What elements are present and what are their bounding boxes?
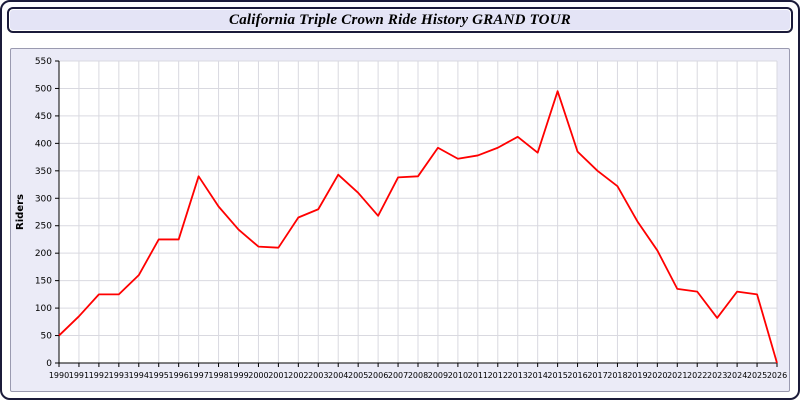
x-tick-label: 2016 bbox=[567, 371, 587, 380]
x-tick-label: 2007 bbox=[388, 371, 408, 380]
y-tick-label: 550 bbox=[35, 57, 52, 67]
x-tick-label: 1998 bbox=[208, 371, 228, 380]
y-tick-label: 400 bbox=[35, 139, 52, 149]
x-tick-label: 2017 bbox=[587, 371, 607, 380]
series-line-riders bbox=[58, 90, 778, 364]
x-tick-label: 2012 bbox=[488, 371, 508, 380]
x-tick-label: 1996 bbox=[168, 371, 188, 380]
x-tick-label: 2013 bbox=[508, 371, 528, 380]
x-tick-label: 1992 bbox=[89, 371, 109, 380]
y-tick-label: 350 bbox=[35, 167, 52, 177]
x-tick-label: 2021 bbox=[667, 371, 687, 380]
y-tick-label: 100 bbox=[35, 304, 52, 314]
chart-title-bar: California Triple Crown Ride History GRA… bbox=[7, 7, 793, 33]
chart-panel: 0 50 100 150 200 250 300 350 400 450 500 550 1990 199… bbox=[10, 48, 790, 392]
x-tick-label: 2022 bbox=[687, 371, 707, 380]
y-tick-label: 50 bbox=[41, 332, 53, 342]
chart-title: California Triple Crown Ride History GRA… bbox=[229, 11, 571, 28]
x-tick-label: 2015 bbox=[547, 371, 567, 380]
x-tick-label: 2004 bbox=[328, 371, 348, 380]
x-tick-label: 2014 bbox=[527, 371, 547, 380]
x-tick-label: 2006 bbox=[368, 371, 388, 380]
y-tick-label: 250 bbox=[35, 222, 52, 232]
y-tick-label: 500 bbox=[35, 84, 52, 94]
x-tick-label: 1991 bbox=[69, 371, 89, 380]
x-tick-label: 2025 bbox=[747, 371, 767, 380]
x-tick-label: 1993 bbox=[109, 371, 129, 380]
x-tick-label: 2000 bbox=[248, 371, 268, 380]
x-tick-label: 2008 bbox=[408, 371, 428, 380]
y-axis-label: Riders bbox=[15, 194, 26, 230]
x-tick-label: 2024 bbox=[727, 371, 747, 380]
x-tick-label: 1995 bbox=[149, 371, 169, 380]
x-tick-label: 2011 bbox=[468, 371, 488, 380]
y-tick-label: 200 bbox=[35, 249, 52, 259]
x-tick-label: 2023 bbox=[707, 371, 727, 380]
x-tick-label: 2010 bbox=[448, 371, 468, 380]
x-tick-label: 2026 bbox=[767, 371, 787, 380]
y-tick-label: 450 bbox=[35, 112, 52, 122]
x-tick-label: 2002 bbox=[288, 371, 308, 380]
y-tick-label: 300 bbox=[35, 194, 52, 204]
x-tick-label: 2019 bbox=[627, 371, 647, 380]
x-tick-label: 2009 bbox=[428, 371, 448, 380]
x-tick-label: 2003 bbox=[308, 371, 328, 380]
y-tick-label: 0 bbox=[46, 359, 52, 369]
x-tick-label: 2018 bbox=[607, 371, 627, 380]
x-tick-label: 1999 bbox=[228, 371, 248, 380]
x-tick-label: 2001 bbox=[268, 371, 288, 380]
x-tick-label: 2005 bbox=[348, 371, 368, 380]
x-tick-label: 1997 bbox=[188, 371, 208, 380]
y-tick-label: 150 bbox=[35, 277, 52, 287]
x-tick-label: 1994 bbox=[129, 371, 149, 380]
x-tick-label: 2020 bbox=[647, 371, 667, 380]
x-tick-label: 1990 bbox=[49, 371, 69, 380]
